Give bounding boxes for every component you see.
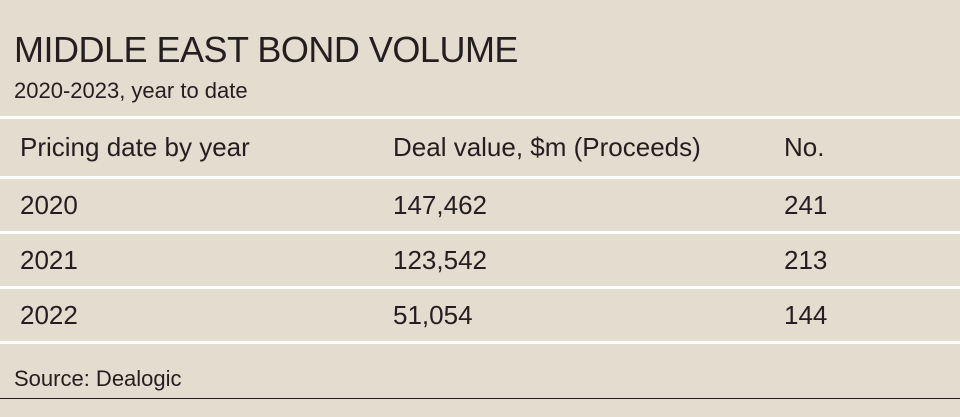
- table-row: 2021 123,542 213: [0, 231, 960, 286]
- table-row: 2020 147,462 241: [0, 176, 960, 231]
- data-table: Pricing date by year Deal value, $m (Pro…: [0, 116, 960, 341]
- column-header-number: No.: [784, 132, 825, 162]
- table-header-row: Pricing date by year Deal value, $m (Pro…: [0, 116, 960, 176]
- cell-year: 2022: [20, 299, 78, 330]
- chart-header: MIDDLE EAST BOND VOLUME 2020-2023, year …: [14, 30, 946, 104]
- cell-deal-value: 147,462: [393, 189, 487, 220]
- cell-year: 2020: [20, 189, 78, 220]
- chart-subtitle: 2020-2023, year to date: [14, 78, 248, 103]
- cell-number: 144: [784, 299, 828, 330]
- column-header-pricing-date: Pricing date by year: [20, 132, 250, 162]
- source-note: Source: Dealogic: [14, 366, 182, 391]
- column-header-deal-value: Deal value, $m (Proceeds): [393, 132, 701, 162]
- chart-title: MIDDLE EAST BOND VOLUME: [14, 29, 518, 70]
- cell-number: 213: [784, 244, 828, 275]
- table-row: 2022 51,054 144: [0, 286, 960, 341]
- cell-number: 241: [784, 189, 828, 220]
- cell-year: 2021: [20, 244, 78, 275]
- chart-footer: Source: Dealogic: [0, 341, 960, 399]
- cell-deal-value: 51,054: [393, 299, 473, 330]
- cell-deal-value: 123,542: [393, 244, 487, 275]
